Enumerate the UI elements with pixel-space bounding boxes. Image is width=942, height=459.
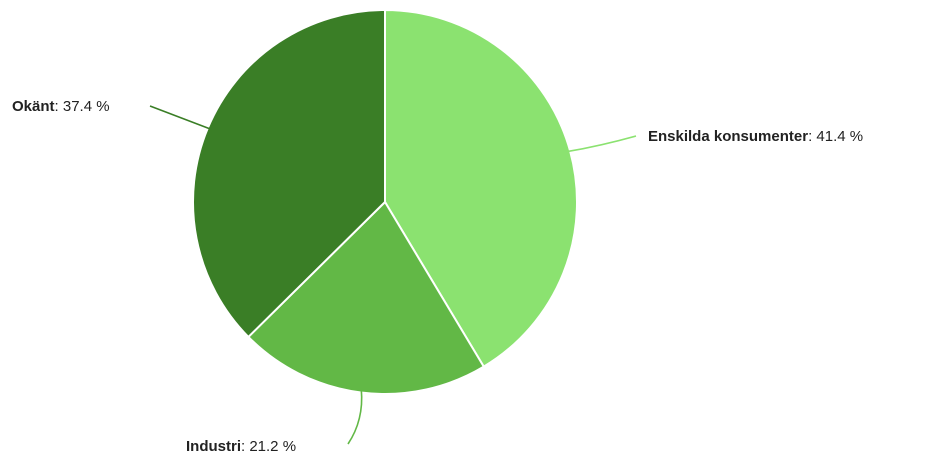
slice-label: Okänt: 37.4 % — [12, 98, 110, 115]
leader-line — [347, 389, 363, 445]
pie-slices — [192, 8, 578, 395]
slice-label: Enskilda konsumenter: 41.4 % — [648, 128, 863, 145]
slice-label-name: Enskilda konsumenter — [648, 128, 808, 145]
slice-labels: Enskilda konsumenter: 41.4 % Industri: 21… — [12, 98, 863, 455]
slice-label-name: Industri — [186, 438, 241, 455]
leader-line — [566, 135, 637, 153]
slice-label-value: : 37.4 % — [55, 98, 110, 115]
leader-line — [149, 105, 211, 130]
slice-label: Industri: 21.2 % — [186, 438, 296, 455]
slice-label-value: : 41.4 % — [808, 128, 863, 145]
slice-label-name: Okänt — [12, 98, 55, 115]
slice-label-value: : 21.2 % — [241, 438, 296, 455]
leader-lines — [149, 105, 637, 445]
